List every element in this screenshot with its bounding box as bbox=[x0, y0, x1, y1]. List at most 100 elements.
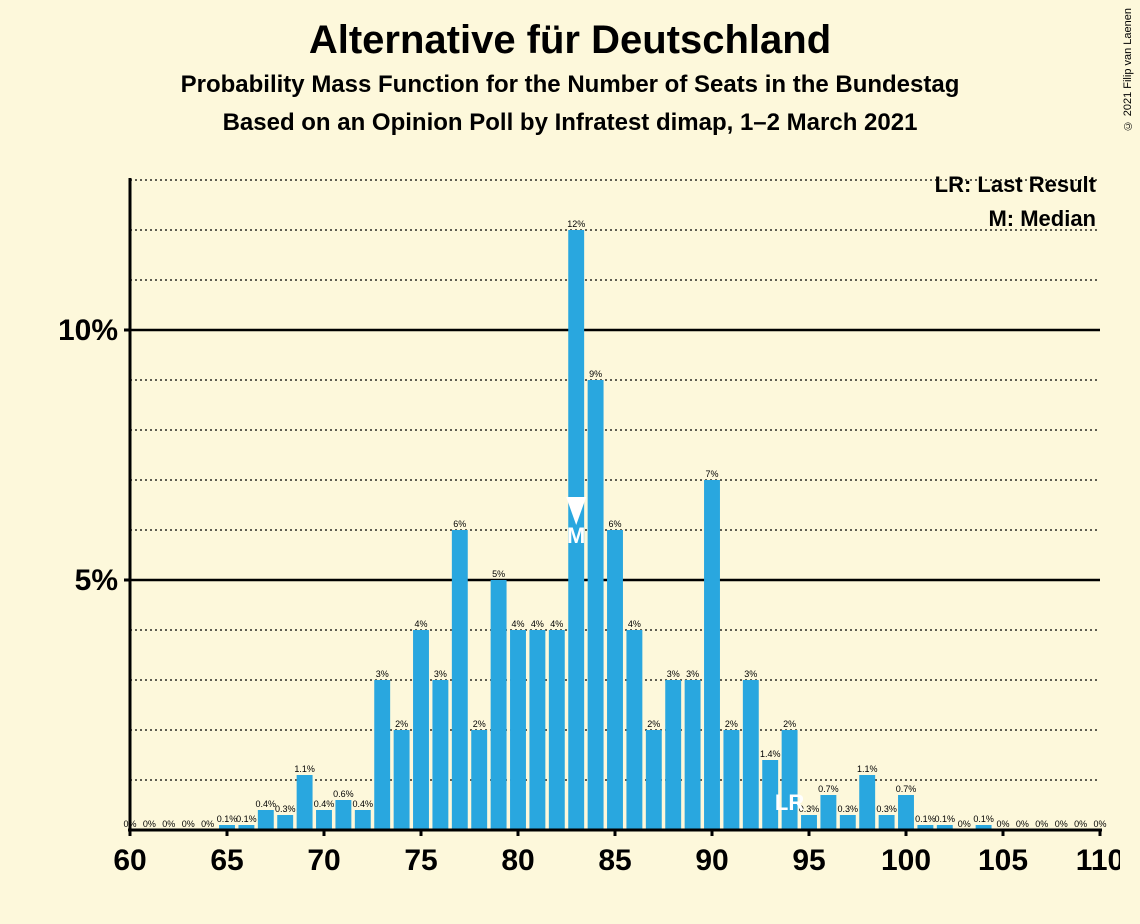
bar-value-label: 12% bbox=[567, 219, 585, 229]
bar-value-label: 0% bbox=[996, 819, 1009, 829]
bar bbox=[316, 810, 332, 830]
copyright-text: © 2021 Filip van Laenen bbox=[1122, 8, 1134, 131]
bar-value-label: 3% bbox=[667, 669, 680, 679]
bar-value-label: 3% bbox=[744, 669, 757, 679]
bar bbox=[529, 630, 545, 830]
bar-value-label: 4% bbox=[414, 619, 427, 629]
bar-value-label: 6% bbox=[453, 519, 466, 529]
bar bbox=[258, 810, 274, 830]
bar-value-label: 4% bbox=[550, 619, 563, 629]
bar-value-label: 3% bbox=[434, 669, 447, 679]
bar-value-label: 3% bbox=[686, 669, 699, 679]
bar-value-label: 2% bbox=[647, 719, 660, 729]
bar-value-label: 2% bbox=[783, 719, 796, 729]
bar-value-label: 4% bbox=[511, 619, 524, 629]
bar-value-label: 0% bbox=[143, 819, 156, 829]
y-axis-label: 10% bbox=[60, 314, 118, 347]
median-marker-label: M bbox=[567, 523, 585, 548]
x-axis-label: 60 bbox=[113, 844, 146, 877]
chart-container: 0%0%0%0%0%0.1%0.1%0.4%0.3%1.1%0.4%0.6%0.… bbox=[60, 170, 1120, 890]
bar bbox=[588, 380, 604, 830]
bar bbox=[723, 730, 739, 830]
bar bbox=[510, 630, 526, 830]
bar bbox=[820, 795, 836, 830]
bar bbox=[432, 680, 448, 830]
bar-value-label: 4% bbox=[531, 619, 544, 629]
bar-value-label: 0% bbox=[182, 819, 195, 829]
bar-value-label: 2% bbox=[725, 719, 738, 729]
x-axis-label: 85 bbox=[598, 844, 631, 877]
bar bbox=[840, 815, 856, 830]
x-axis-label: 65 bbox=[210, 844, 243, 877]
x-axis-label: 105 bbox=[978, 844, 1028, 877]
bar bbox=[355, 810, 371, 830]
titles-block: Alternative für Deutschland Probability … bbox=[0, 0, 1140, 137]
bar-value-label: 0% bbox=[1055, 819, 1068, 829]
title-main: Alternative für Deutschland bbox=[0, 18, 1140, 63]
bar-value-label: 0% bbox=[1035, 819, 1048, 829]
bar bbox=[394, 730, 410, 830]
bar-value-label: 0% bbox=[1016, 819, 1029, 829]
bar-value-label: 7% bbox=[705, 469, 718, 479]
bar bbox=[491, 580, 507, 830]
bar bbox=[335, 800, 351, 830]
bar-value-label: 0.3% bbox=[876, 804, 897, 814]
bar-value-label: 0.7% bbox=[896, 784, 917, 794]
bar-value-label: 3% bbox=[376, 669, 389, 679]
bar-value-label: 0.4% bbox=[314, 799, 335, 809]
bar bbox=[452, 530, 468, 830]
bar bbox=[859, 775, 875, 830]
bar bbox=[413, 630, 429, 830]
title-sub1: Probability Mass Function for the Number… bbox=[0, 71, 1140, 99]
title-sub2: Based on an Opinion Poll by Infratest di… bbox=[0, 109, 1140, 137]
bar bbox=[607, 530, 623, 830]
bar bbox=[471, 730, 487, 830]
bar-value-label: 1.1% bbox=[294, 764, 315, 774]
bar-value-label: 9% bbox=[589, 369, 602, 379]
bar-value-label: 0.3% bbox=[838, 804, 859, 814]
bar-value-label: 0.6% bbox=[333, 789, 354, 799]
bar-value-label: 4% bbox=[628, 619, 641, 629]
bar-value-label: 1.1% bbox=[857, 764, 878, 774]
bar-value-label: 0.7% bbox=[818, 784, 839, 794]
bar-value-label: 0% bbox=[1074, 819, 1087, 829]
bar bbox=[646, 730, 662, 830]
bar bbox=[898, 795, 914, 830]
bar bbox=[704, 480, 720, 830]
bar-value-label: 2% bbox=[473, 719, 486, 729]
bar bbox=[879, 815, 895, 830]
bar bbox=[782, 730, 798, 830]
bar-value-label: 0.4% bbox=[256, 799, 277, 809]
x-axis-label: 75 bbox=[404, 844, 437, 877]
bar-value-label: 0.3% bbox=[275, 804, 296, 814]
bar bbox=[626, 630, 642, 830]
bar-value-label: 0% bbox=[1093, 819, 1106, 829]
x-axis-label: 90 bbox=[695, 844, 728, 877]
x-axis-label: 70 bbox=[307, 844, 340, 877]
bar-value-label: 6% bbox=[608, 519, 621, 529]
bar-value-label: 0.1% bbox=[217, 814, 238, 824]
bar bbox=[685, 680, 701, 830]
x-axis-label: 110 bbox=[1076, 844, 1120, 877]
bar bbox=[277, 815, 293, 830]
x-axis-label: 95 bbox=[792, 844, 825, 877]
lr-marker-label: LR bbox=[775, 790, 804, 815]
bar-value-label: 2% bbox=[395, 719, 408, 729]
bar bbox=[297, 775, 313, 830]
bar-value-label: 0.1% bbox=[935, 814, 956, 824]
bar bbox=[374, 680, 390, 830]
chart-svg: 0%0%0%0%0%0.1%0.1%0.4%0.3%1.1%0.4%0.6%0.… bbox=[60, 170, 1120, 890]
bar-value-label: 0.1% bbox=[915, 814, 936, 824]
bar-value-label: 0.4% bbox=[353, 799, 374, 809]
bar-value-label: 0% bbox=[958, 819, 971, 829]
bar-value-label: 0.1% bbox=[973, 814, 994, 824]
x-axis-label: 80 bbox=[501, 844, 534, 877]
bar bbox=[665, 680, 681, 830]
bar bbox=[549, 630, 565, 830]
bar-value-label: 5% bbox=[492, 569, 505, 579]
x-axis-label: 100 bbox=[881, 844, 931, 877]
bar-value-label: 0.1% bbox=[236, 814, 257, 824]
bar bbox=[743, 680, 759, 830]
bar-value-label: 0% bbox=[162, 819, 175, 829]
bar-value-label: 1.4% bbox=[760, 749, 781, 759]
